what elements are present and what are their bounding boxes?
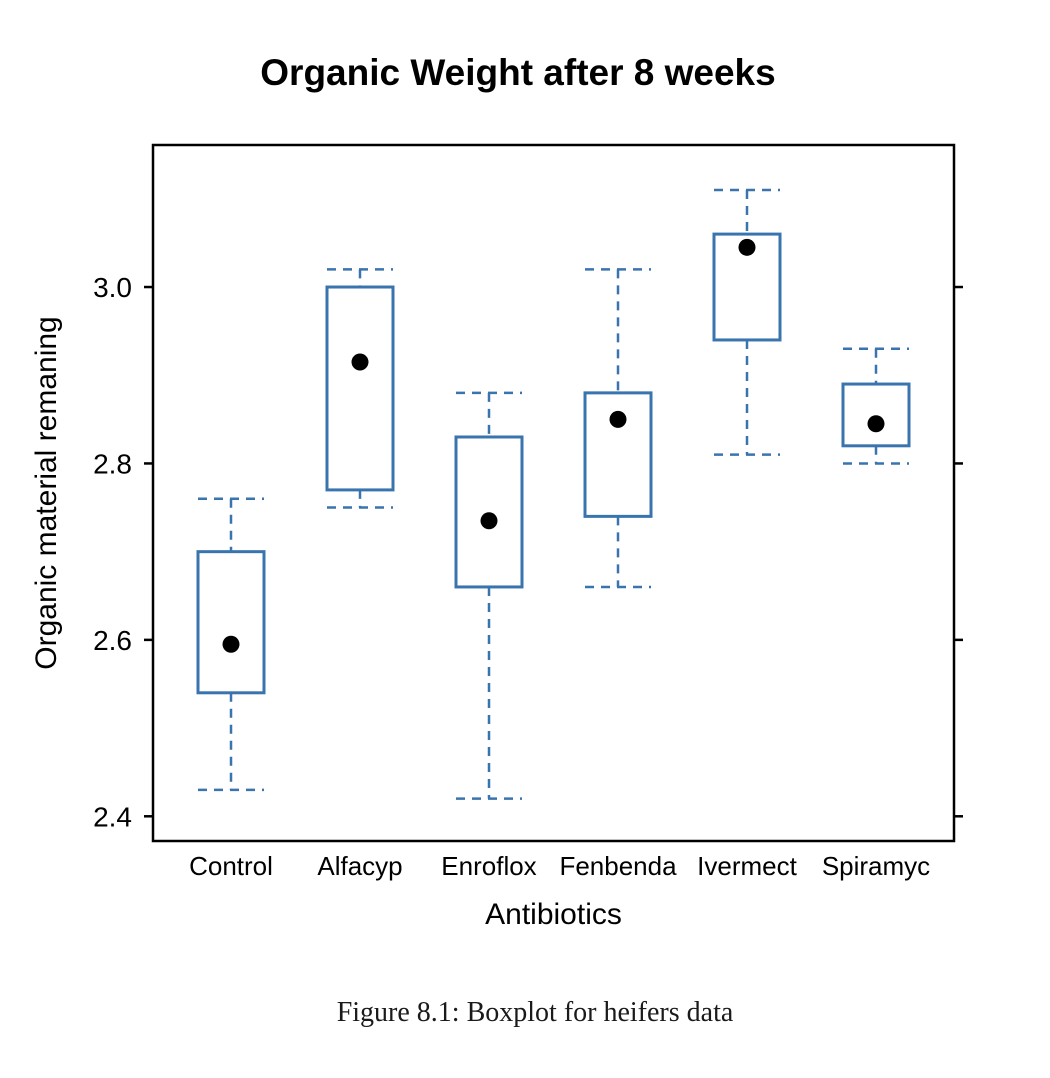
x-category-label: Spiramyc: [822, 851, 930, 881]
x-category-label: Alfacyp: [317, 851, 402, 881]
median-point-control: [222, 635, 240, 653]
median-point-alfacyp: [351, 353, 369, 371]
x-category-label: Fenbenda: [559, 851, 677, 881]
y-tick-label: 2.8: [93, 448, 132, 479]
median-point-spiramyc: [867, 415, 885, 433]
iqr-box-enroflox: [454, 435, 524, 589]
median-point-enroflox: [480, 512, 498, 530]
plot-frame: [151, 143, 956, 843]
iqr-box-spiramyc: [841, 382, 911, 448]
x-category-label: Ivermect: [697, 851, 797, 881]
y-tick-label: 2.6: [93, 625, 132, 656]
figure-caption: Figure 8.1: Boxplot for heifers data: [336, 997, 734, 1028]
chart-title: Organic Weight after 8 weeks: [260, 52, 776, 93]
x-axis-title: Antibiotics: [485, 898, 622, 931]
x-category-label: Enroflox: [441, 851, 536, 881]
iqr-box-control: [196, 550, 266, 695]
median-point-fenbenda: [609, 410, 627, 428]
y-tick-label: 2.4: [93, 801, 132, 832]
y-tick-label: 3.0: [93, 272, 132, 303]
x-category-label: Control: [189, 851, 273, 881]
median-point-ivermect: [738, 238, 756, 256]
plot-area: 2.4 2.6 2.8 3.0 Control Alfacyp Enroflox Fenben…: [93, 143, 963, 881]
iqr-box-alfacyp: [325, 285, 395, 492]
